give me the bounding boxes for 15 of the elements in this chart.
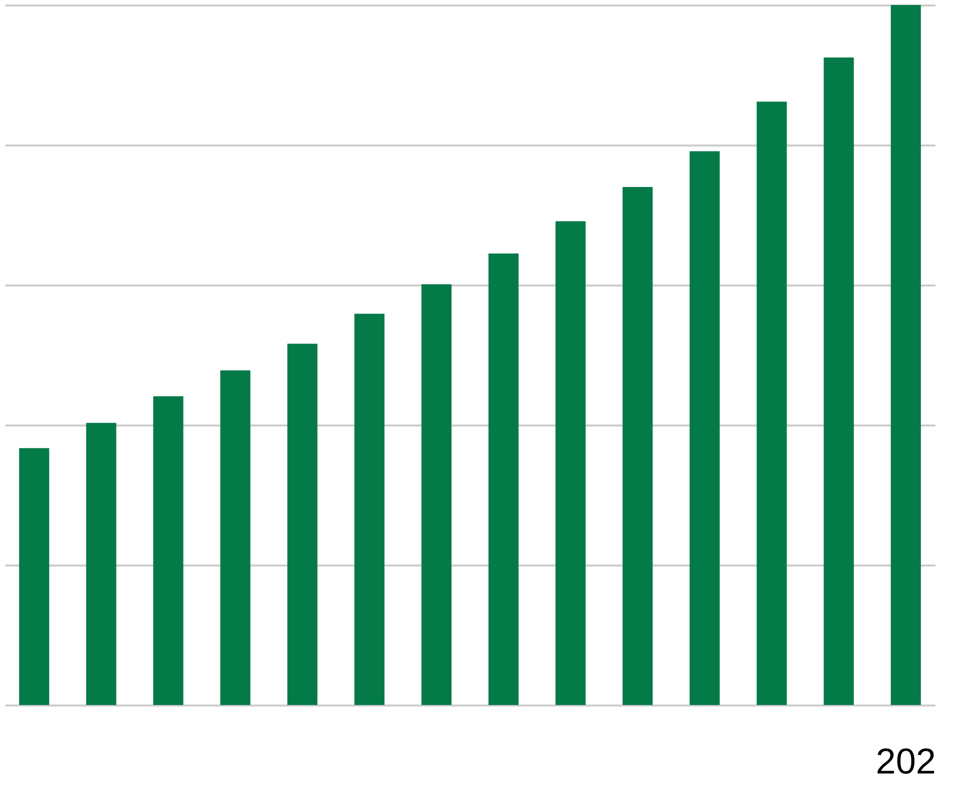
bar	[824, 58, 854, 705]
bar	[153, 396, 184, 705]
bar	[19, 448, 50, 705]
bar	[890, 5, 921, 705]
x-tick-label: 202	[876, 740, 936, 782]
bar	[756, 102, 787, 705]
bar	[287, 344, 318, 705]
bar	[421, 284, 452, 705]
bar	[690, 151, 720, 705]
bar	[354, 314, 384, 705]
bar	[622, 187, 653, 705]
bar	[86, 422, 116, 705]
bar	[220, 370, 250, 705]
bar	[488, 254, 519, 705]
bar	[556, 221, 586, 705]
